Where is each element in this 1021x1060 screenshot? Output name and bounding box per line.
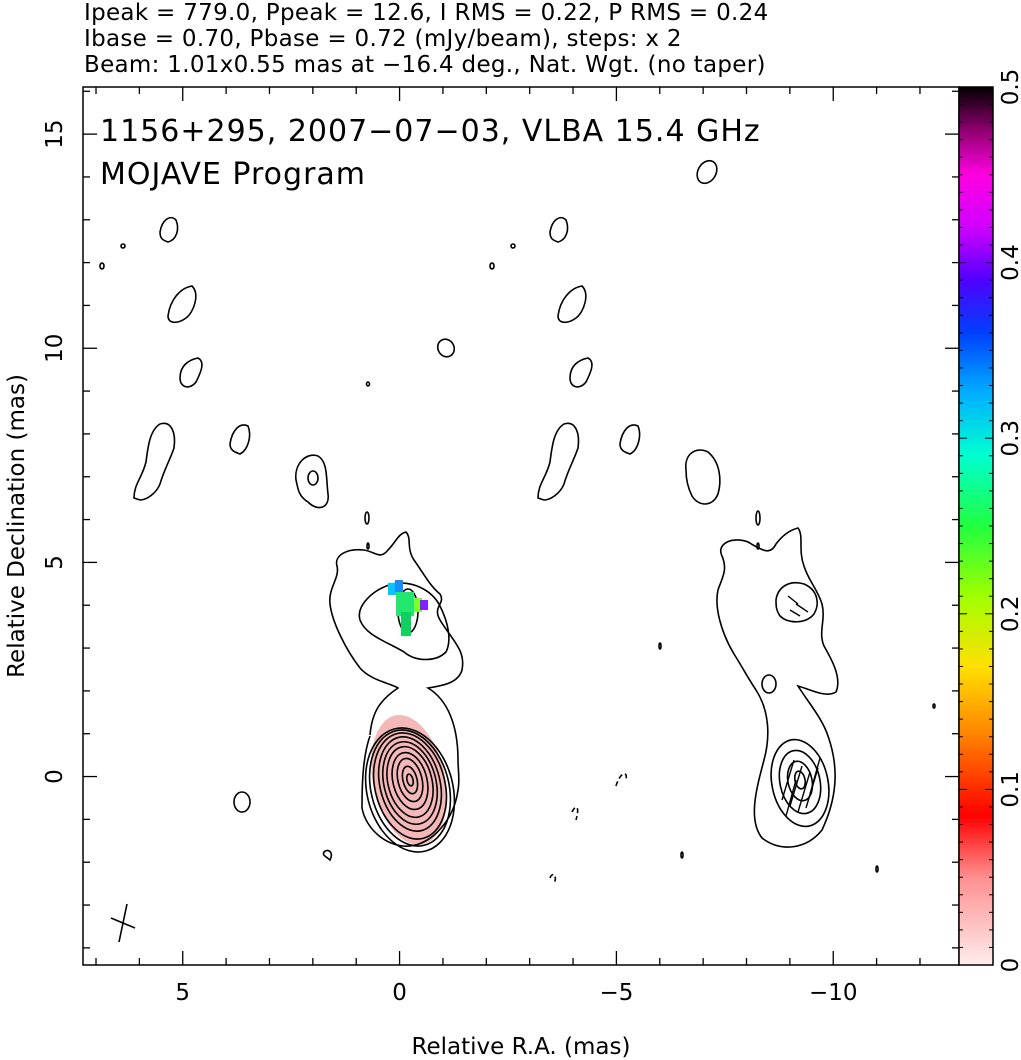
colorbar-tick-label: 0.3 — [998, 420, 1021, 457]
core-contour — [364, 727, 456, 853]
core-contour — [372, 732, 448, 840]
x-tick-label: −10 — [809, 980, 858, 1006]
jet-mid-contour — [358, 582, 450, 661]
core-contour — [368, 729, 452, 847]
blob-contour — [133, 422, 176, 501]
header-line-3: Beam: 1.01x0.55 mas at −16.4 deg., Nat. … — [84, 52, 766, 78]
colorbar — [958, 86, 994, 966]
pol-jet-outer-contour — [716, 527, 839, 848]
core-contour — [401, 765, 419, 795]
evpa-vectors — [781, 595, 821, 817]
header-line-2: Ibase = 0.70, Pbase = 0.72 (mJy/beam), s… — [84, 26, 682, 52]
core-contour — [386, 745, 434, 819]
plot-frame — [82, 86, 960, 966]
total-intensity-contours — [99, 216, 464, 943]
plot-subtitle: MOJAVE Program — [100, 157, 366, 192]
jet-outer-contour — [329, 531, 464, 761]
polarization-contours — [489, 159, 936, 885]
y-axis-title: Relative Declination (mas) — [4, 374, 30, 678]
colorbar-tick-label: 0 — [998, 958, 1021, 973]
colorbar-tick-label: 0.5 — [998, 69, 1021, 106]
axis-ticks: 5 0 −5 −10 0 5 10 15 — [42, 87, 959, 1006]
y-tick-label: 15 — [42, 119, 68, 148]
y-tick-label: 5 — [42, 555, 68, 570]
colorbar-ticks: 0 0.1 0.2 0.3 0.4 0.5 — [959, 69, 1021, 973]
blob-contour — [295, 454, 329, 509]
colorbar-tick-label: 0.1 — [998, 771, 1021, 808]
pol-patch — [388, 583, 396, 595]
x-tick-label: −5 — [599, 980, 633, 1006]
x-tick-label: 5 — [175, 980, 190, 1006]
core-contour — [377, 736, 443, 832]
core-contour — [396, 757, 424, 803]
core-contour — [391, 751, 429, 811]
y-tick-label: 0 — [42, 769, 68, 784]
header-line-1: Ipeak = 779.0, Ppeak = 12.6, I RMS = 0.2… — [84, 0, 769, 26]
colorbar-tick-label: 0.4 — [998, 244, 1021, 281]
beam-minor-axis — [110, 917, 136, 929]
plot-title: 1156+295, 2007−07−03, VLBA 15.4 GHz — [100, 114, 761, 149]
colorbar-tick-label: 0.2 — [998, 596, 1021, 633]
x-axis-title: Relative R.A. (mas) — [412, 1034, 631, 1060]
y-tick-label: 10 — [42, 334, 68, 363]
x-tick-label: 0 — [392, 980, 407, 1006]
core-contour — [382, 740, 438, 826]
core-contour — [405, 773, 415, 787]
